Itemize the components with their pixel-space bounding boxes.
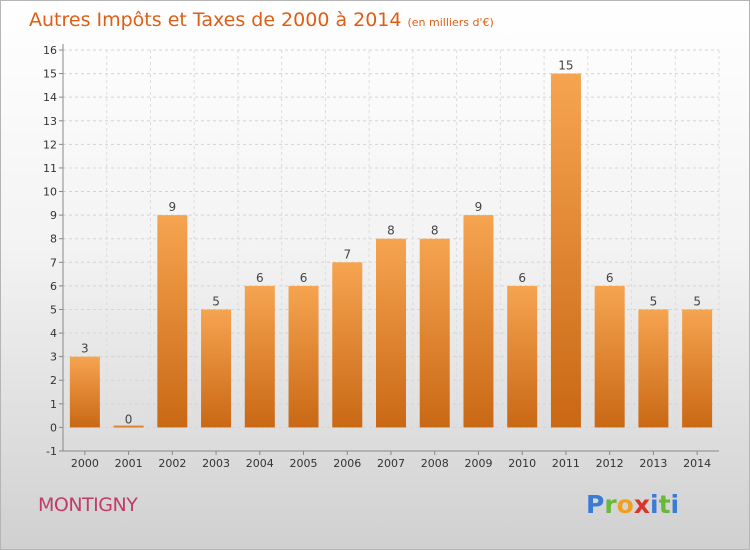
- chart-title: Autres Impôts et Taxes de 2000 à 2014 (en…: [29, 9, 494, 31]
- y-tick-label: 1: [50, 398, 57, 411]
- x-tick-label-2014: 2014: [683, 457, 711, 470]
- bar-2005: [288, 285, 319, 428]
- y-tick-label: 11: [43, 162, 57, 175]
- y-tick-label: 9: [50, 209, 57, 222]
- y-tick-label: 14: [43, 91, 57, 104]
- location-name: MONTIGNY: [38, 494, 138, 516]
- data-label-2003: 5: [212, 294, 220, 308]
- y-tick-label: 5: [50, 303, 57, 316]
- bar-2003: [201, 309, 232, 428]
- bar-2001: [113, 425, 144, 428]
- y-tick-label: -1: [46, 445, 57, 458]
- data-label-2008: 8: [431, 224, 439, 238]
- x-tick-label-2012: 2012: [596, 457, 624, 470]
- bar-2011: [550, 73, 581, 428]
- y-tick-label: 6: [50, 280, 57, 293]
- data-label-2014: 5: [693, 294, 701, 308]
- x-tick-label-2000: 2000: [71, 457, 99, 470]
- x-tick-label-2002: 2002: [158, 457, 186, 470]
- bar-2009: [463, 215, 494, 428]
- data-label-2004: 6: [256, 271, 264, 285]
- logo-letter: o: [616, 490, 634, 519]
- data-label-2010: 6: [518, 271, 526, 285]
- y-tick-label: 8: [50, 233, 57, 246]
- data-labels: 3 0 9 5 6 6 7 8 8 9 6 15 6 5 5: [81, 59, 701, 427]
- y-tick-label: 16: [43, 44, 57, 57]
- bar-2010: [507, 285, 538, 428]
- x-tick-label-2011: 2011: [552, 457, 580, 470]
- logo-letter: x: [633, 490, 650, 519]
- y-tick-label: 2: [50, 374, 57, 387]
- bars: [69, 73, 713, 428]
- logo-letter: r: [604, 490, 617, 519]
- proxiti-logo: Proxiti: [586, 490, 679, 519]
- bar-2004: [244, 285, 275, 428]
- bar-2006: [332, 262, 363, 428]
- data-label-2006: 7: [343, 247, 351, 261]
- data-label-2007: 8: [387, 224, 395, 238]
- x-tick-label-2003: 2003: [202, 457, 230, 470]
- data-label-2013: 5: [650, 294, 658, 308]
- bar-2007: [376, 238, 406, 428]
- y-tick-label: 7: [50, 256, 57, 269]
- x-tick-label-2007: 2007: [377, 457, 405, 470]
- x-tick-label-2001: 2001: [115, 457, 143, 470]
- x-tick-label-2013: 2013: [639, 457, 667, 470]
- data-label-2002: 9: [169, 200, 177, 214]
- logo-letter: i: [650, 490, 659, 519]
- x-tick-label-2008: 2008: [421, 457, 449, 470]
- logo-letter: i: [670, 490, 680, 519]
- y-tick-label: 12: [43, 138, 57, 151]
- logo-letter: P: [586, 490, 605, 519]
- bar-2008: [419, 238, 450, 428]
- data-label-2000: 3: [81, 342, 89, 356]
- y-tick-label: 10: [43, 186, 57, 199]
- x-tick-label-2004: 2004: [246, 457, 274, 470]
- data-label-2001: 0: [125, 412, 133, 426]
- x-tick-label-2009: 2009: [464, 457, 492, 470]
- logo-letter: t: [658, 490, 671, 519]
- chart-subtitle: (en milliers d'€): [407, 16, 494, 29]
- chart-title-text: Autres Impôts et Taxes de 2000 à 2014: [29, 9, 402, 31]
- data-label-2009: 9: [475, 200, 483, 214]
- data-label-2012: 6: [606, 271, 614, 285]
- bar-2002: [157, 215, 188, 428]
- bar-2012: [594, 285, 625, 428]
- bar-2014: [682, 309, 713, 428]
- y-tick-label: 15: [43, 68, 57, 81]
- y-tick-label: 0: [50, 421, 57, 434]
- x-tick-label-2006: 2006: [333, 457, 361, 470]
- data-label-2005: 6: [300, 271, 308, 285]
- x-tick-label-2005: 2005: [290, 457, 318, 470]
- y-tick-label: 13: [43, 115, 57, 128]
- bar-2013: [638, 309, 669, 428]
- data-label-2011: 15: [558, 59, 573, 73]
- x-tick-label-2010: 2010: [508, 457, 536, 470]
- bar-2000: [69, 356, 100, 428]
- y-tick-label: 3: [50, 351, 57, 364]
- y-tick-label: 4: [50, 327, 57, 340]
